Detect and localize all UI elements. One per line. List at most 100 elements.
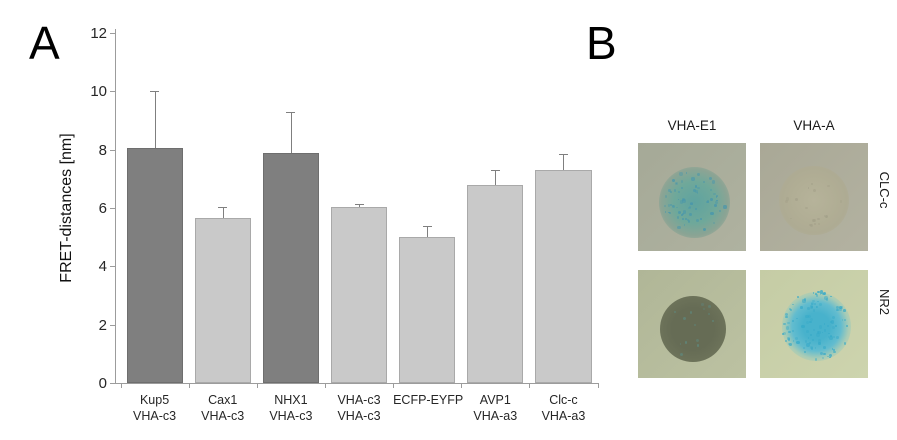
x-axis-label: Cax1 VHA-c3 bbox=[189, 392, 257, 424]
colony-speckle bbox=[814, 357, 818, 361]
y-tick-mark bbox=[110, 91, 115, 93]
x-axis-label-line: ECFP-EYFP bbox=[393, 393, 464, 407]
colony-speckle bbox=[696, 172, 701, 177]
y-tick-label: 10 bbox=[90, 83, 107, 101]
colony-spot bbox=[779, 165, 849, 235]
colony-speckle bbox=[701, 303, 704, 306]
colony-speckle bbox=[819, 325, 823, 329]
colony-spot bbox=[660, 296, 726, 363]
colony-speckle bbox=[791, 303, 794, 306]
colony-speckle bbox=[810, 346, 814, 350]
colony-speckle bbox=[789, 342, 793, 346]
colony-speckle bbox=[700, 218, 702, 220]
colony-speckle bbox=[696, 218, 700, 222]
colony-speckle bbox=[785, 315, 788, 318]
colony-speckle bbox=[790, 217, 792, 220]
colony-speckle bbox=[839, 308, 842, 311]
colony-speckle bbox=[712, 221, 715, 224]
colony-speckle bbox=[811, 302, 814, 306]
colony-speckle bbox=[829, 336, 833, 340]
bar-kup5-vha-c3 bbox=[126, 148, 183, 383]
x-axis-label: ECFP-EYFP bbox=[393, 392, 464, 408]
colony-speckle bbox=[800, 306, 804, 309]
colony-speckle bbox=[839, 305, 843, 309]
colony-speckle bbox=[783, 331, 787, 335]
colony-speckle bbox=[812, 329, 815, 331]
colony-speckle bbox=[687, 220, 691, 223]
colony-speckle bbox=[823, 215, 826, 217]
error-bar bbox=[290, 111, 292, 153]
colony-speckle bbox=[697, 186, 700, 190]
colony-speckle bbox=[713, 192, 716, 196]
colony-spot bbox=[781, 290, 851, 361]
error-bar-cap bbox=[286, 111, 296, 113]
colony-speckle bbox=[830, 320, 834, 324]
colony-speckle bbox=[710, 211, 714, 216]
colony-spot bbox=[658, 166, 730, 239]
row-label-nr2: NR2 bbox=[877, 288, 892, 316]
colony-speckle bbox=[693, 323, 697, 327]
colony-speckle bbox=[822, 352, 826, 356]
colony-speckle bbox=[785, 326, 789, 330]
colony-speckle bbox=[833, 350, 836, 354]
y-tick-label: 0 bbox=[98, 375, 107, 392]
y-axis-line bbox=[115, 29, 116, 384]
colony-speckle bbox=[716, 199, 719, 202]
colony-speckle bbox=[821, 357, 824, 360]
x-axis-label: VHA-c3 VHA-c3 bbox=[325, 392, 393, 424]
colony-speckle bbox=[695, 190, 698, 193]
colony-speckle bbox=[707, 304, 712, 309]
colony-speckle bbox=[826, 355, 829, 358]
x-axis-label-line: VHA-a3 bbox=[541, 409, 586, 423]
colony-speckle bbox=[843, 308, 846, 312]
colony-speckle bbox=[688, 206, 691, 210]
colony-speckle bbox=[818, 223, 821, 226]
y-tick-mark bbox=[110, 33, 115, 34]
colony-speckle bbox=[785, 197, 790, 201]
colony-speckle bbox=[680, 186, 683, 189]
colony-speckle bbox=[806, 330, 809, 334]
colony-speckle bbox=[715, 194, 719, 198]
colony-speckle bbox=[708, 313, 711, 316]
colony-speckle bbox=[682, 217, 685, 220]
x-axis-label-line: VHA-c3 bbox=[337, 409, 381, 423]
x-axis-label-line: VHA-c3 bbox=[269, 409, 313, 423]
colony-speckle bbox=[677, 198, 680, 201]
colony-speckle bbox=[846, 325, 849, 328]
colony-speckle bbox=[814, 346, 817, 349]
colony-speckle bbox=[835, 335, 839, 339]
y-tick-label: 6 bbox=[98, 200, 107, 217]
colony-speckle bbox=[681, 212, 684, 215]
bar-nhx1-vha-c3 bbox=[262, 152, 319, 383]
x-axis-label-line: VHA-c3 bbox=[337, 393, 381, 407]
y-tick-label: 4 bbox=[98, 258, 107, 276]
colony-speckle bbox=[693, 188, 696, 192]
colony-speckle bbox=[835, 306, 839, 310]
colony-speckle bbox=[822, 292, 826, 295]
bar-clc-c-vha-a3 bbox=[535, 170, 592, 383]
assay-photo-clcc-vhae1 bbox=[638, 143, 746, 251]
y-tick-label: 8 bbox=[98, 141, 107, 159]
colony-speckle bbox=[811, 302, 814, 305]
colony-speckle bbox=[675, 182, 678, 185]
colony-speckle bbox=[829, 356, 831, 359]
error-bar bbox=[154, 91, 156, 149]
column-label-vha-e1: VHA-E1 bbox=[667, 118, 717, 133]
colony-speckle bbox=[815, 294, 819, 297]
colony-speckle bbox=[664, 205, 666, 207]
colony-speckle bbox=[787, 321, 790, 324]
y-tick-mark bbox=[110, 383, 115, 384]
error-bar-cap bbox=[150, 91, 160, 93]
colony-speckle bbox=[836, 308, 839, 312]
colony-speckle bbox=[794, 198, 798, 202]
colony-speckle bbox=[827, 324, 830, 328]
colony-speckle bbox=[812, 291, 815, 294]
x-axis-label-line: AVP1 bbox=[479, 393, 511, 407]
panel-b-label: B bbox=[586, 17, 617, 69]
error-bar-cap bbox=[218, 206, 228, 208]
colony-speckle bbox=[823, 346, 827, 350]
colony-speckle bbox=[823, 322, 826, 325]
colony-speckle bbox=[682, 199, 686, 203]
y-tick-mark bbox=[110, 208, 115, 209]
